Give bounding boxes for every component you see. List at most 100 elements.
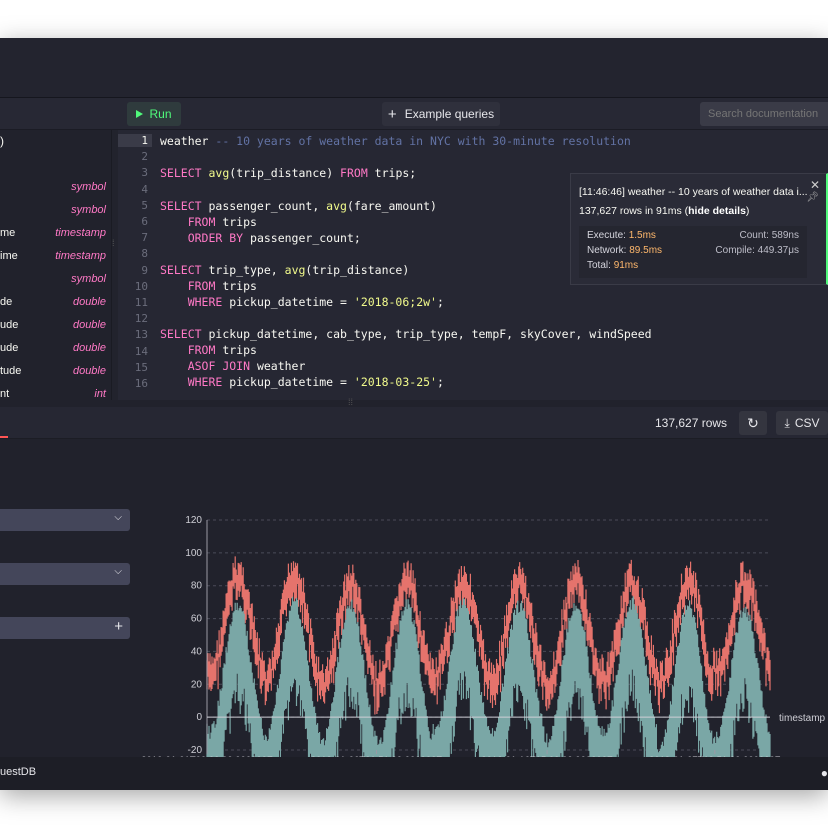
timing-details: Execute: 1.5ms Network: 89.5ms Total: 91… — [579, 226, 807, 278]
plus-icon: + — [387, 105, 397, 123]
x-axis-label: timestamp — [779, 713, 826, 724]
chevron-down-icon: ⌵ — [114, 566, 122, 577]
line-number: 3 — [141, 166, 148, 180]
y-tick-label: 40 — [191, 646, 203, 657]
close-icon[interactable]: ✕ — [809, 178, 820, 192]
y-tick-label: 80 — [191, 581, 203, 592]
line-number-gutter: 1 2 3 4 5 6 7 8 9 10 11 12 13 14 15 16 — [118, 130, 152, 400]
example-queries-button[interactable]: + Example queries — [382, 102, 500, 126]
x-tick-label: 2013-01-06T01:51:00.000000Z — [311, 755, 443, 757]
example-queries-label: Example queries — [404, 107, 495, 121]
y-tick-label: 60 — [191, 614, 203, 625]
line-number: 2 — [141, 150, 148, 164]
schema-column[interactable]: symbol — [0, 270, 106, 288]
refresh-button[interactable]: ↻ — [739, 411, 767, 435]
code-line-5: SELECT passenger_count, avg(fare_amount) — [160, 199, 437, 213]
pin-icon[interactable]: 📌︎ — [806, 192, 819, 203]
label-column-select[interactable]: ⌵ — [0, 563, 130, 585]
total-stat: Total: 91ms — [587, 260, 639, 271]
line-number: 10 — [134, 279, 148, 293]
y-tick-label: -20 — [188, 745, 203, 756]
line-number: 6 — [141, 215, 148, 228]
chart-type-select[interactable]: ⌵ — [0, 509, 130, 531]
series-line-1 — [206, 596, 771, 757]
vertical-splitter[interactable]: ⁞ — [112, 130, 118, 400]
refresh-icon: ↻ — [747, 415, 759, 431]
line-number: 1 — [118, 134, 152, 147]
code-line-15: ASOF JOIN weather — [187, 359, 306, 373]
app-window: Run + Example queries ) symbol symbol me ti… — [0, 38, 828, 790]
schema-column-type: symbol — [71, 181, 106, 193]
code-line-11: WHERE pickup_datetime = '2018-06;2w'; — [187, 295, 444, 309]
line-number: 5 — [141, 198, 148, 212]
query-notification: [11:46:46] weather -- 10 years of weathe… — [570, 173, 828, 285]
plus-icon: + — [114, 618, 123, 635]
active-tab-indicator — [0, 436, 8, 438]
toolbar: Run + Example queries — [0, 98, 828, 130]
schema-column[interactable]: nt int — [0, 385, 106, 400]
schema-column-type: double — [72, 319, 106, 331]
schema-table-label[interactable]: ) — [0, 134, 4, 148]
line-number: 15 — [134, 360, 148, 374]
schema-panel: ) symbol symbol me timestamp ime timestamp sym… — [0, 130, 112, 400]
line-number: 12 — [134, 312, 148, 326]
schema-column-type: double — [72, 365, 106, 377]
github-icon[interactable]: ● — [820, 766, 828, 780]
brand-label: uestDB — [0, 766, 37, 778]
code-line-3: SELECT avg(trip_distance) FROM trips; — [160, 166, 417, 180]
add-series-select[interactable]: + — [0, 617, 130, 639]
schema-column-name: ime — [0, 250, 18, 262]
notification-title: [11:46:46] weather -- 10 years of weathe… — [579, 186, 808, 198]
schema-column[interactable]: ude double — [0, 316, 106, 334]
schema-column-type: timestamp — [55, 227, 106, 239]
series-1 — [206, 596, 771, 757]
schema-column[interactable]: de double — [0, 293, 106, 311]
x-tick-label: 2016-01-16T15:00:00.000000Z — [481, 755, 613, 757]
schema-column[interactable]: symbol — [0, 178, 106, 196]
search-documentation-input[interactable] — [700, 102, 828, 126]
y-tick-label: 100 — [185, 548, 202, 559]
count-stat: Count: 589ns — [739, 230, 800, 241]
y-tick-label: 20 — [191, 679, 203, 690]
y-tick-label: 120 — [185, 515, 202, 526]
code-line-7: ORDER BY passenger_count; — [187, 231, 361, 245]
compile-stat: Compile: 449.37μs — [715, 245, 799, 256]
y-tick-label: 0 — [196, 712, 202, 723]
schema-column-name: ude — [0, 342, 19, 354]
line-number: 13 — [134, 328, 148, 342]
csv-download-button[interactable]: ⤓ CSV — [776, 411, 828, 435]
download-icon: ⤓ — [784, 415, 790, 430]
code-line-16: WHERE pickup_datetime = '2018-03-25'; — [187, 375, 444, 389]
code-line-9: SELECT trip_type, avg(trip_distance) — [160, 263, 410, 277]
schema-column-name: ude — [0, 319, 19, 331]
line-number: 11 — [134, 296, 148, 309]
footer: uestDB ● — [0, 757, 828, 790]
line-number: 16 — [134, 377, 148, 390]
play-icon — [136, 110, 144, 118]
chart-panel: ⌵ ⌵ + 120 100 80 60 40 20 0 -202010-01-01T00:00… — [0, 439, 828, 757]
schema-column-type: symbol — [71, 273, 106, 285]
schema-column[interactable]: ude double — [0, 339, 106, 357]
schema-column-type: symbol — [71, 204, 106, 216]
run-button[interactable]: Run — [127, 102, 181, 126]
run-label: Run — [149, 107, 172, 121]
code-line-1: weather -- 10 years of weather data in N… — [160, 134, 631, 148]
schema-column[interactable]: tude double — [0, 362, 106, 380]
horizontal-splitter[interactable]: ⁞⁞ — [0, 397, 828, 407]
schema-column-name: de — [0, 296, 13, 308]
schema-column[interactable]: me timestamp — [0, 224, 106, 242]
schema-column-type: timestamp — [55, 250, 106, 262]
code-line-6: FROM trips — [187, 215, 257, 229]
code-line-13: SELECT pickup_datetime, cab_type, trip_t… — [160, 327, 652, 341]
code-line-14: FROM trips — [187, 343, 257, 357]
schema-column[interactable]: ime timestamp — [0, 247, 106, 265]
line-number: 9 — [141, 263, 148, 277]
timeseries-chart: 120 100 80 60 40 20 0 -202010-01-01T00:00:00.00… — [141, 515, 826, 757]
execute-stat: Execute: 1.5ms — [587, 230, 656, 241]
schema-column-name: me — [0, 227, 16, 239]
schema-column[interactable]: symbol — [0, 201, 106, 219]
window-titlebar — [0, 38, 828, 98]
network-stat: Network: 89.5ms — [587, 245, 663, 256]
hide-details-link[interactable]: hide details — [688, 205, 746, 217]
schema-column-name: tude — [0, 365, 22, 377]
